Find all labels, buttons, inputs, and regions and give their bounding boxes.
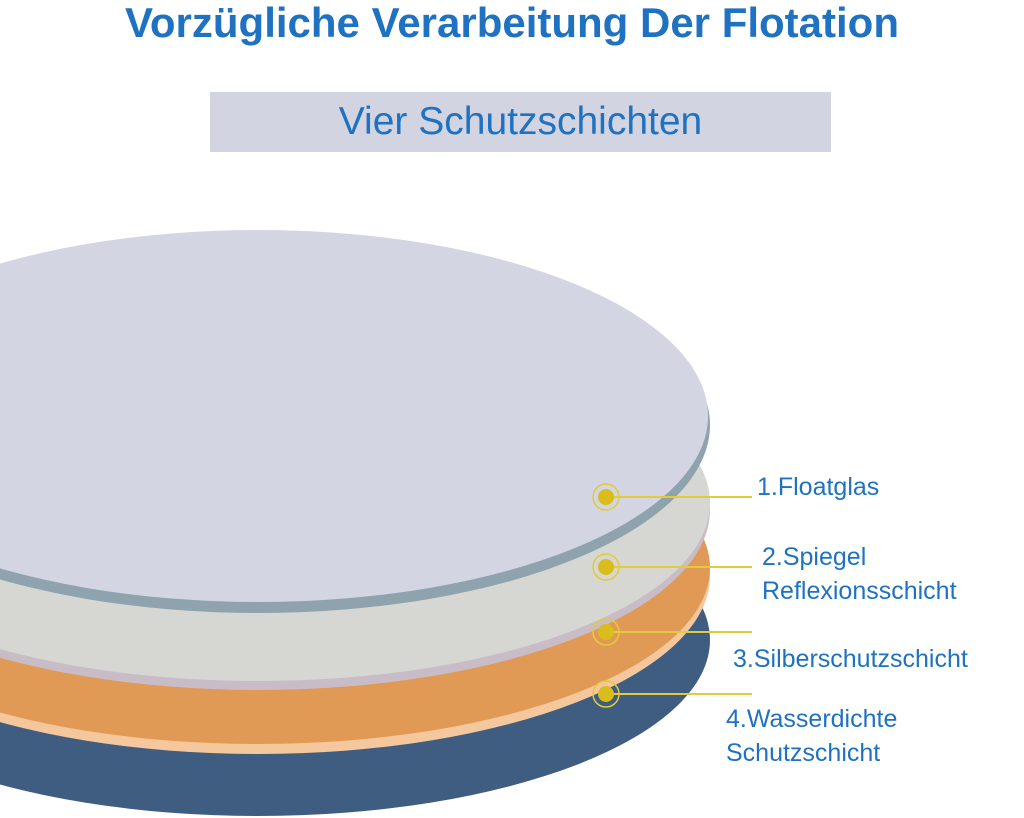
marker-floatglas bbox=[592, 483, 620, 511]
label-wasser-line-1: 4.Wasserdichte bbox=[726, 705, 898, 733]
label-spiegel-line-1: 2.Spiegel bbox=[762, 543, 867, 571]
label-floatglas: 1.Floatglas bbox=[757, 470, 879, 504]
label-wasser: 4.Wasserdichte Schutzschicht bbox=[726, 702, 897, 770]
label-silber-line-1: 3.Silberschutzschicht bbox=[733, 645, 968, 673]
label-spiegel: 2.Spiegel Reflexionsschicht bbox=[762, 540, 957, 608]
subtitle-banner: Vier Schutzschichten bbox=[210, 92, 831, 152]
marker-spiegel bbox=[592, 553, 620, 581]
marker-silber bbox=[592, 618, 620, 646]
label-silber: 3.Silberschutzschicht bbox=[733, 642, 968, 676]
layer-glass-top bbox=[0, 230, 708, 602]
subtitle-text: Vier Schutzschichten bbox=[338, 100, 703, 143]
label-floatglas-line-1: 1.Floatglas bbox=[757, 473, 880, 501]
page-title: Vorzügliche Verarbeitung Der Flotation bbox=[125, 0, 899, 46]
marker-wasser bbox=[592, 680, 620, 708]
label-spiegel-line-2: Reflexionsschicht bbox=[762, 577, 957, 605]
label-wasser-line-2: Schutzschicht bbox=[726, 739, 881, 767]
